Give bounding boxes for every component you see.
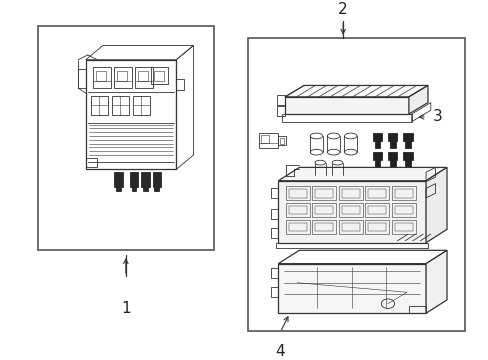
Bar	[367, 223, 386, 231]
Bar	[285, 220, 309, 234]
Polygon shape	[278, 167, 446, 181]
Polygon shape	[114, 172, 123, 191]
Bar	[86, 158, 97, 167]
Bar	[259, 133, 278, 148]
Bar	[150, 67, 167, 85]
Bar	[391, 220, 415, 234]
Bar	[288, 206, 306, 215]
Bar	[288, 223, 306, 231]
Bar	[315, 223, 332, 231]
Text: 2: 2	[338, 2, 347, 17]
Polygon shape	[387, 133, 397, 148]
Bar	[117, 71, 126, 81]
Polygon shape	[141, 172, 149, 191]
Bar	[270, 288, 278, 297]
Bar	[90, 96, 107, 115]
Bar	[114, 67, 131, 88]
Bar	[341, 223, 359, 231]
Bar	[111, 96, 128, 115]
Polygon shape	[402, 133, 412, 148]
Bar	[365, 186, 388, 201]
Bar	[408, 306, 425, 313]
Bar	[132, 96, 149, 115]
Bar	[135, 67, 152, 88]
Text: 1: 1	[121, 301, 130, 316]
Polygon shape	[152, 172, 161, 191]
Bar	[394, 189, 412, 198]
Bar	[394, 223, 412, 231]
Bar	[261, 135, 268, 143]
Bar	[280, 138, 284, 144]
Bar	[365, 220, 388, 234]
Polygon shape	[372, 152, 382, 167]
Polygon shape	[129, 172, 138, 191]
Polygon shape	[285, 85, 427, 97]
Polygon shape	[425, 250, 446, 313]
Bar	[138, 71, 147, 81]
Bar	[338, 186, 362, 201]
Bar	[394, 206, 412, 215]
Polygon shape	[402, 152, 412, 167]
Bar	[278, 136, 285, 145]
Bar	[312, 220, 335, 234]
Bar	[341, 206, 359, 215]
Bar	[285, 203, 309, 217]
Bar	[270, 228, 278, 238]
Bar	[247, 38, 464, 331]
Bar	[341, 189, 359, 198]
Bar	[365, 203, 388, 217]
Polygon shape	[278, 181, 425, 243]
Bar	[176, 79, 183, 90]
Bar	[285, 186, 309, 201]
Text: 4: 4	[275, 344, 285, 359]
Polygon shape	[285, 97, 408, 114]
Text: 3: 3	[432, 109, 442, 125]
Bar	[338, 220, 362, 234]
Bar	[367, 189, 386, 198]
Bar	[86, 60, 176, 169]
Bar	[270, 269, 278, 278]
Bar	[270, 210, 278, 219]
Bar	[315, 189, 332, 198]
Polygon shape	[372, 133, 382, 148]
Bar	[96, 71, 105, 81]
Bar	[315, 206, 332, 215]
Bar	[154, 71, 163, 81]
Polygon shape	[425, 167, 446, 243]
Bar	[277, 107, 285, 116]
Polygon shape	[387, 152, 397, 167]
Bar	[38, 26, 214, 250]
Bar	[338, 203, 362, 217]
Polygon shape	[408, 85, 427, 114]
Polygon shape	[278, 264, 425, 313]
Bar	[312, 186, 335, 201]
Bar	[391, 203, 415, 217]
Bar	[93, 67, 110, 88]
Bar	[367, 206, 386, 215]
Bar	[270, 188, 278, 198]
Bar	[391, 186, 415, 201]
Bar	[288, 189, 306, 198]
Bar	[312, 203, 335, 217]
Bar	[277, 95, 285, 104]
